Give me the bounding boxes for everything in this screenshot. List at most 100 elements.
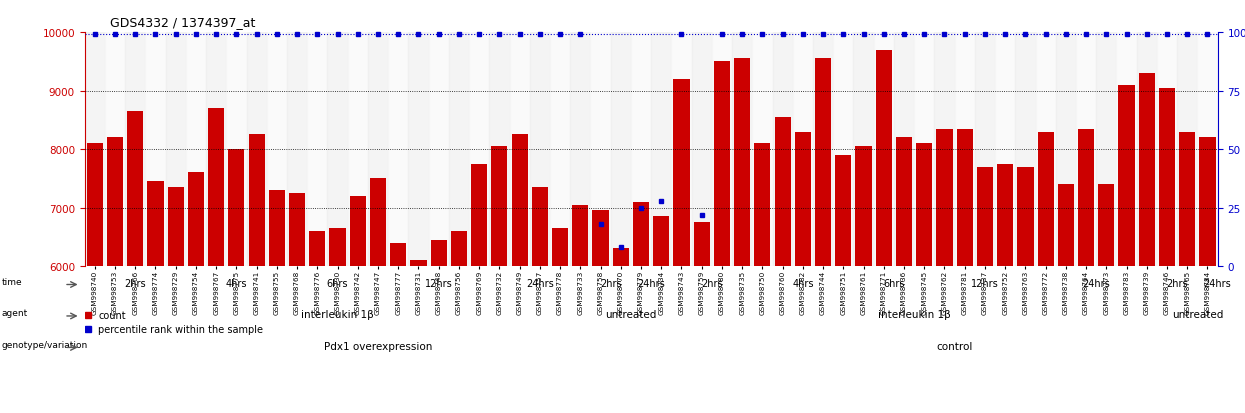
Bar (124, 33, 146, 266)
Bar (1078, 129, 1094, 413)
Bar (936, 129, 952, 413)
Bar (654, 217, 670, 413)
Text: genotype/variation: genotype/variation (1, 340, 88, 349)
Bar (1056, 33, 1076, 266)
Bar (411, 261, 427, 413)
Bar (87, 144, 103, 413)
Bar (166, 33, 186, 266)
Bar (1157, 33, 1177, 266)
Bar (1015, 33, 1036, 266)
Text: 2hrs: 2hrs (701, 278, 722, 288)
Bar (249, 135, 265, 413)
Text: untreated: untreated (605, 310, 656, 320)
Bar (896, 138, 913, 413)
Bar (146, 33, 166, 266)
Bar (512, 135, 528, 413)
Text: 24hrs: 24hrs (637, 278, 665, 288)
Bar (247, 33, 266, 266)
Text: 24hrs: 24hrs (1082, 278, 1111, 288)
Text: percentile rank within the sample: percentile rank within the sample (98, 325, 264, 335)
Bar (752, 33, 772, 266)
Bar (1199, 138, 1215, 413)
Bar (835, 156, 852, 413)
Bar (593, 211, 609, 413)
Text: untreated: untreated (1172, 310, 1223, 320)
Text: 24hrs: 24hrs (1204, 278, 1231, 288)
Bar (997, 164, 1013, 413)
Bar (610, 33, 631, 266)
Bar (266, 33, 286, 266)
Bar (370, 179, 386, 413)
Bar (509, 33, 530, 266)
Bar (1198, 33, 1218, 266)
Text: 4hrs: 4hrs (225, 278, 248, 288)
Bar (1139, 74, 1155, 413)
Bar (793, 33, 813, 266)
Bar (874, 33, 894, 266)
Bar (1117, 33, 1137, 266)
Bar (815, 59, 832, 413)
Bar (894, 33, 914, 266)
Bar (774, 118, 791, 413)
Bar (1096, 33, 1117, 266)
Bar (955, 33, 975, 266)
Bar (85, 33, 105, 266)
Bar (977, 167, 994, 413)
Bar (1159, 88, 1175, 413)
Bar (693, 223, 710, 413)
Bar (914, 33, 934, 266)
Bar (308, 33, 327, 266)
Bar (794, 132, 810, 413)
Text: 24hrs: 24hrs (525, 278, 554, 288)
Bar (552, 228, 568, 413)
Text: 2hrs: 2hrs (1167, 278, 1188, 288)
Text: 12hrs: 12hrs (971, 278, 998, 288)
Bar (431, 240, 447, 413)
Bar (469, 33, 489, 266)
Bar (631, 33, 651, 266)
Bar (289, 193, 305, 413)
Text: 2hrs: 2hrs (124, 278, 146, 288)
Bar (995, 33, 1016, 266)
Bar (428, 33, 448, 266)
Bar (330, 228, 346, 413)
Bar (492, 147, 508, 413)
Bar (367, 33, 388, 266)
Bar (735, 59, 751, 413)
Bar (573, 205, 589, 413)
Text: interleukin 1β: interleukin 1β (301, 310, 373, 320)
Bar (956, 129, 972, 413)
Text: 6hrs: 6hrs (326, 278, 349, 288)
Bar (1037, 132, 1053, 413)
Bar (813, 33, 833, 266)
Text: Pdx1 overexpression: Pdx1 overexpression (324, 341, 432, 351)
Bar (451, 231, 467, 413)
Text: count: count (98, 310, 126, 320)
Bar (1017, 167, 1033, 413)
Bar (228, 150, 244, 413)
Bar (590, 33, 611, 266)
Bar (147, 182, 163, 413)
Bar (732, 33, 752, 266)
Bar (286, 33, 308, 266)
Text: 2hrs: 2hrs (600, 278, 621, 288)
Text: 6hrs: 6hrs (883, 278, 905, 288)
Bar (390, 243, 406, 413)
Bar (550, 33, 570, 266)
Bar (1118, 85, 1134, 413)
Bar (1058, 185, 1074, 413)
Bar (833, 33, 853, 266)
Bar (188, 173, 204, 413)
Bar (532, 188, 548, 413)
Bar (309, 231, 325, 413)
Bar (530, 33, 550, 266)
Text: 12hrs: 12hrs (425, 278, 453, 288)
Text: time: time (1, 278, 22, 286)
Bar (712, 33, 732, 266)
Bar (1036, 33, 1056, 266)
Bar (671, 33, 692, 266)
Bar (916, 144, 933, 413)
Bar (975, 33, 995, 266)
Bar (227, 33, 247, 266)
Text: 4hrs: 4hrs (792, 278, 814, 288)
